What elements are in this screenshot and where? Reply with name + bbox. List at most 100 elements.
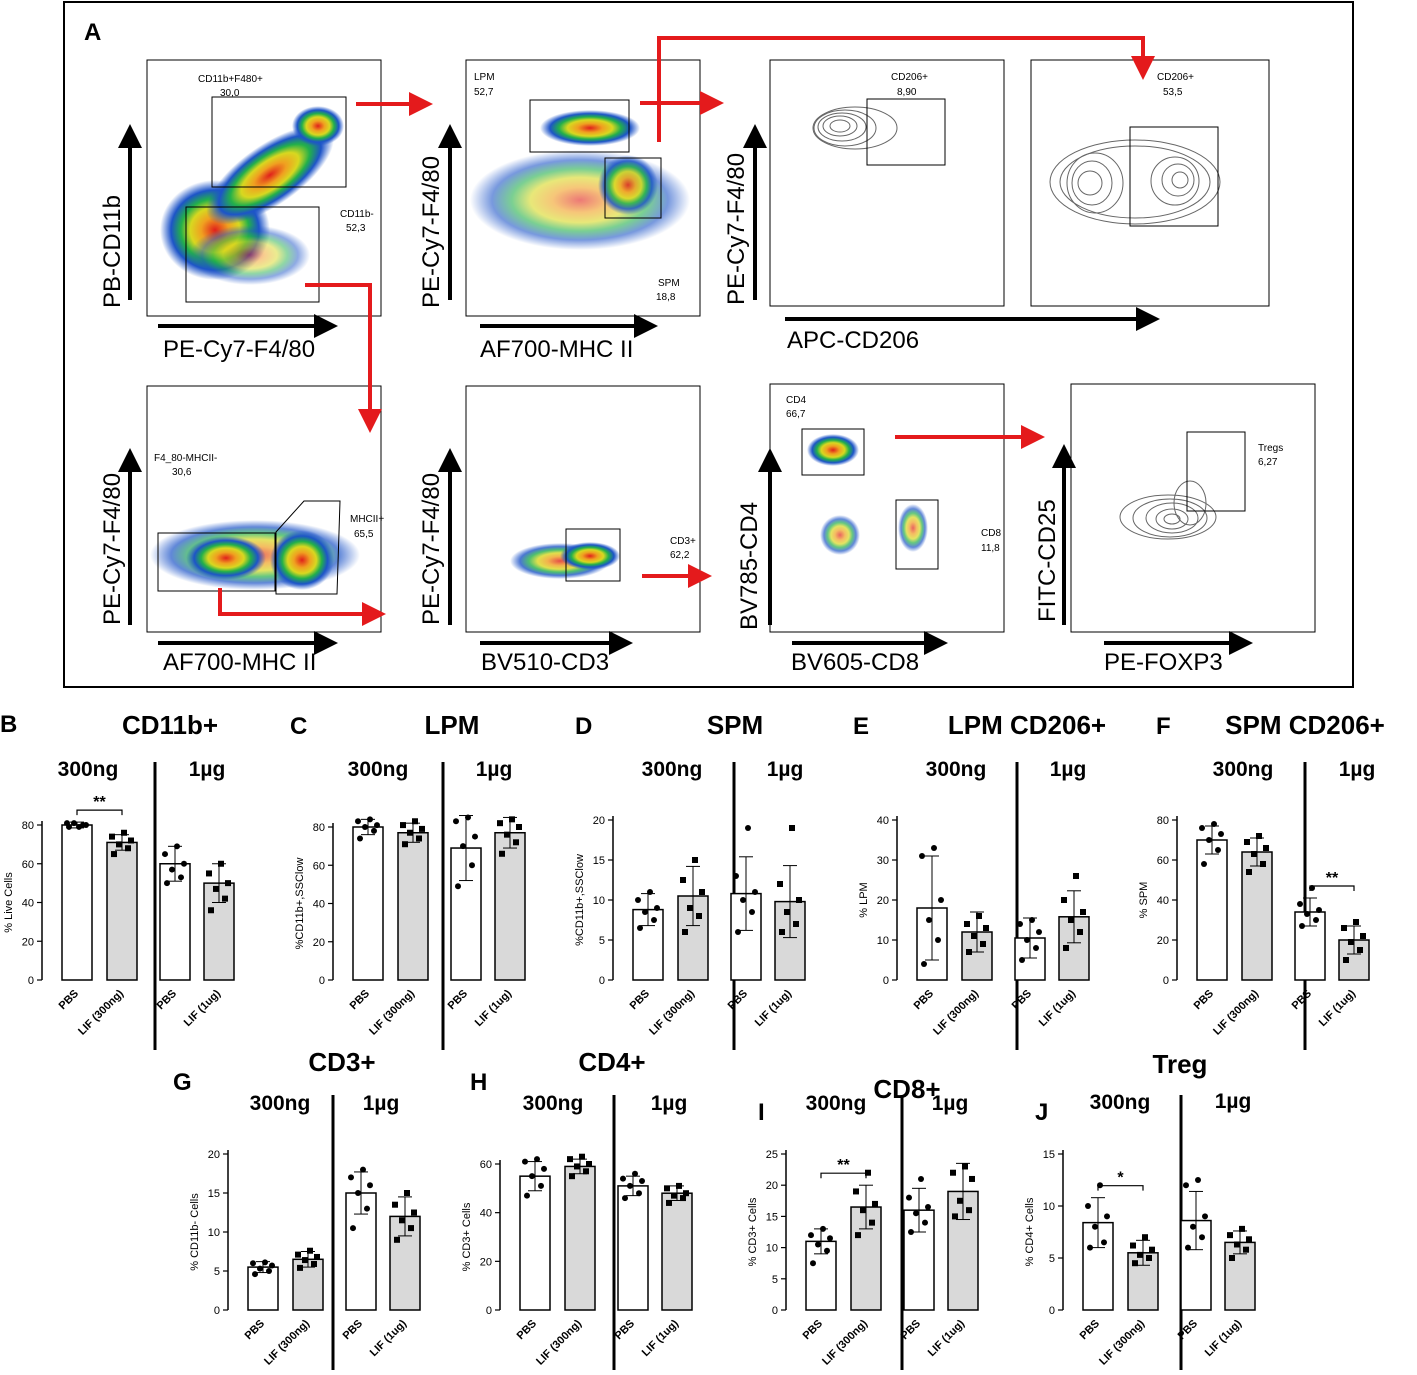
data-point [964,921,970,927]
data-point [779,929,785,935]
data-point [1246,869,1252,875]
data-point [733,873,739,879]
data-point [116,841,122,848]
gating-arrows [218,36,1155,626]
bar [519,1175,551,1311]
y-axis-label: % CD3+ Cells [461,1202,473,1271]
data-point [504,831,510,838]
y-axis-label: PE-Cy7-F4/80 [418,473,445,625]
data-point [311,1260,317,1267]
x-tick-label: PBS [1010,988,1034,1012]
data-point [1132,1260,1138,1267]
data-point [579,1153,585,1160]
data-point [620,1175,626,1182]
gate-label: CD8 [981,528,1001,539]
chart-title: CD11b+ [122,710,218,740]
data-point [815,1241,821,1248]
data-point [314,1253,320,1260]
chart-title: LPM [425,710,480,740]
x-tick-label: PBS [613,1318,637,1342]
data-point [1256,833,1262,839]
gate-label: CD206+ [891,72,928,83]
gate-label: CD4 [786,395,806,406]
x-tick-label: PBS [1192,988,1216,1012]
data-point [76,823,82,830]
data-point [1260,861,1266,867]
gate-lpm [529,99,630,153]
data-point [367,1182,373,1189]
chart-title: SPM CD206+ [1225,710,1385,740]
data-point [250,1260,256,1267]
y-tick-label: 25 [766,1149,778,1161]
y-tick-label: 40 [480,1208,492,1220]
data-point [1251,851,1257,857]
data-point [394,1236,400,1243]
data-point [1183,1182,1189,1189]
data-point [297,1264,303,1271]
gate-value: 30,0 [220,88,240,99]
y-tick-label: 40 [877,815,889,827]
gate-value: 18,8 [656,292,676,303]
y-tick-label: 20 [593,815,605,827]
data-point [749,909,755,915]
data-point [362,824,368,830]
data-point [350,1225,356,1232]
data-point [926,917,932,923]
y-tick-label: 15 [1043,1149,1055,1161]
data-point [1341,925,1347,931]
panel-label: E [853,713,869,740]
gate-cd4 [801,428,865,476]
data-point [636,1190,642,1197]
data-point [1246,1236,1252,1243]
data-point [71,820,77,827]
x-tick-label: PBS [446,988,470,1012]
data-point [1142,1234,1148,1241]
data-point [252,1271,258,1278]
data-point [680,877,686,883]
y-axis-label: FITC-CD25 [1034,499,1061,622]
chart-title: LPM CD206+ [948,710,1106,740]
y-axis-label: PE-Cy7-F4/80 [99,473,126,625]
data-point [404,1190,410,1196]
bar [564,1165,596,1311]
y-tick-label: 20 [480,1256,492,1268]
data-point [408,1225,414,1232]
data-point [1068,917,1074,923]
gate-value: 53,5 [1163,87,1183,98]
bar [494,831,526,981]
x-tick-label: PBS [726,988,750,1012]
y-tick-label: 15 [208,1188,220,1200]
y-tick-label: 0 [772,1305,778,1317]
data-point [1343,957,1349,963]
group-label: 1µg [363,1092,400,1115]
gate-value: 62,2 [670,550,690,561]
data-point [777,881,783,887]
y-tick-label: 80 [313,822,325,834]
y-tick-label: 5 [599,935,605,947]
y-tick-label: 0 [319,975,325,987]
y-axis-label: % LPM [858,882,870,917]
x-tick-label: LIF (300ng) [820,1317,870,1367]
gate-value: 65,5 [354,529,374,540]
group-label: 300ng [523,1092,584,1115]
data-point [1199,1234,1205,1241]
data-point [980,941,986,947]
y-axis-label: % SPM [1138,882,1150,919]
data-point [1087,1244,1093,1251]
data-point [225,880,231,887]
data-point [687,905,693,911]
y-axis-label: BV785-CD4 [736,502,763,630]
data-point [1063,945,1069,951]
panel-label: I [758,1099,765,1126]
data-point [1239,1225,1245,1232]
data-point [169,866,175,873]
data-point [206,870,212,877]
arrow-spm-to-cd206 [657,36,1155,142]
y-axis-label: %CD11b+,SSClow [574,854,586,946]
group-label: 300ng [806,1092,867,1115]
gate-value: 6,27 [1258,457,1278,468]
data-point [162,851,168,858]
